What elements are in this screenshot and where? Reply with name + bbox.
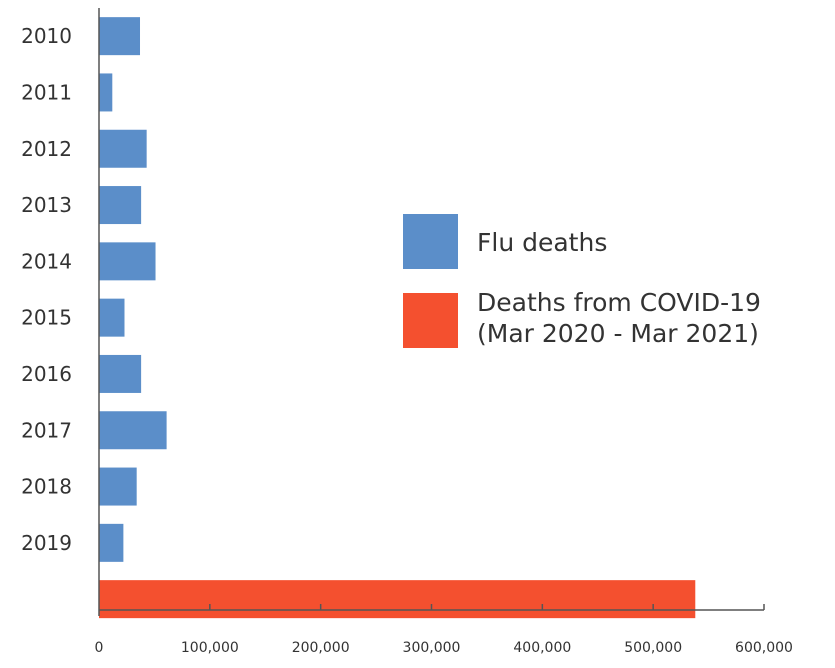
category-label-2011: 2011 bbox=[21, 80, 72, 104]
x-tick-label: 600,000 bbox=[735, 640, 793, 656]
category-label-2013: 2013 bbox=[21, 193, 72, 217]
category-label-2019: 2019 bbox=[21, 531, 72, 555]
bar-flu-2015 bbox=[99, 298, 125, 337]
bar-flu-2014 bbox=[99, 242, 156, 281]
legend-swatch bbox=[403, 214, 458, 269]
category-label-2014: 2014 bbox=[21, 249, 72, 273]
bar-flu-2011 bbox=[99, 73, 113, 112]
category-label-2017: 2017 bbox=[21, 418, 72, 442]
category-label-2016: 2016 bbox=[21, 362, 72, 386]
category-label-2018: 2018 bbox=[21, 475, 72, 499]
bar-flu-2016 bbox=[99, 354, 142, 393]
x-tick-label: 200,000 bbox=[292, 640, 350, 656]
bar-covid-covid bbox=[99, 580, 696, 619]
x-tick-label: 0 bbox=[95, 640, 104, 656]
legend-label: Deaths from COVID-19 (Mar 2020 - Mar 2021… bbox=[477, 288, 761, 348]
category-label-2012: 2012 bbox=[21, 137, 72, 161]
x-ticks-group: 0 100,000 200,000 300,000 400,000 500,000 600,… bbox=[95, 604, 793, 656]
bar-flu-2018 bbox=[99, 467, 137, 506]
bar-flu-2012 bbox=[99, 129, 147, 168]
category-label-2015: 2015 bbox=[21, 306, 72, 330]
bar-flu-2013 bbox=[99, 186, 142, 225]
x-tick-label: 100,000 bbox=[181, 640, 239, 656]
category-labels-group: 2010 2011 2012 2013 2014 2015 2016 2017 2018 2019 bbox=[21, 24, 72, 555]
x-tick-label: 400,000 bbox=[513, 640, 571, 656]
category-label-2010: 2010 bbox=[21, 24, 72, 48]
bar-flu-2019 bbox=[99, 523, 124, 562]
legend-item-covid: Deaths from COVID-19 (Mar 2020 - Mar 2021… bbox=[403, 288, 761, 348]
legend-swatch bbox=[403, 293, 458, 348]
legend: Flu deaths Deaths from COVID-19 (Mar 2020 … bbox=[403, 214, 761, 348]
x-tick-label: 500,000 bbox=[624, 640, 682, 656]
bar-flu-2010 bbox=[99, 17, 141, 56]
bar-flu-2017 bbox=[99, 411, 167, 450]
bars-group bbox=[99, 17, 696, 619]
legend-label: Flu deaths bbox=[477, 228, 607, 257]
x-tick-label: 300,000 bbox=[403, 640, 461, 656]
legend-item-flu: Flu deaths bbox=[403, 214, 607, 269]
